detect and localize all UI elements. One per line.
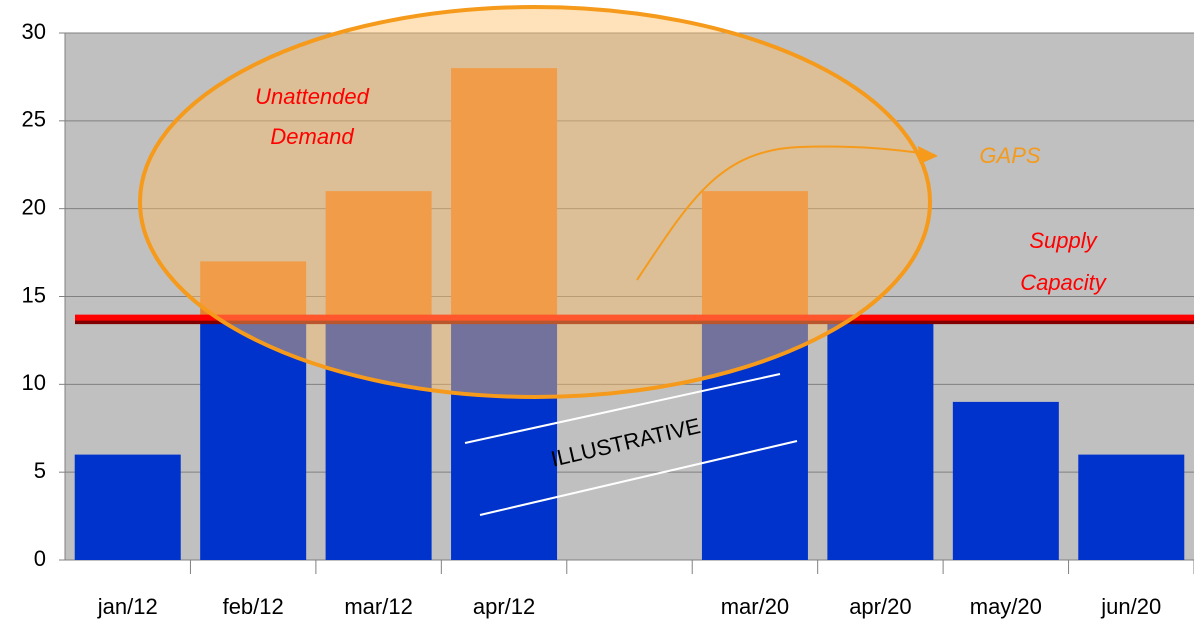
bar <box>325 191 432 318</box>
y-tick-label: 15 <box>22 282 46 307</box>
x-tick-label: mar/20 <box>721 594 789 619</box>
bar <box>952 401 1059 560</box>
y-tick-label: 0 <box>34 546 46 571</box>
gaps-arrow <box>636 145 936 281</box>
word: Demand <box>270 124 354 149</box>
word: Unattended <box>255 84 370 109</box>
gaps-label: GAPS <box>979 143 1040 168</box>
x-tick-label: may/20 <box>970 594 1042 619</box>
bar <box>451 68 558 318</box>
bar <box>200 317 307 560</box>
y-tick-label: 10 <box>22 370 46 395</box>
bar <box>325 317 432 560</box>
bar <box>1078 454 1185 560</box>
y-tick-label: 5 <box>34 458 46 483</box>
illustrative-line <box>479 440 798 516</box>
bar <box>701 191 808 318</box>
bar <box>200 261 307 318</box>
x-tick-label: feb/12 <box>223 594 284 619</box>
demand-ellipse <box>138 5 932 399</box>
bar <box>74 454 181 560</box>
x-tick-label: mar/12 <box>344 594 412 619</box>
y-tick-label: 30 <box>22 19 46 44</box>
word: Supply <box>1029 228 1098 253</box>
gaps-arrowhead <box>918 146 938 164</box>
demand-label: Unattended Demand <box>255 84 370 149</box>
x-tick-label: jan/12 <box>97 594 158 619</box>
x-tick-label: jun/20 <box>1100 594 1161 619</box>
bar <box>827 317 934 560</box>
supply-label: Supply Capacity <box>1020 228 1108 295</box>
x-tick-label: apr/20 <box>849 594 911 619</box>
word: Capacity <box>1020 270 1108 295</box>
bar <box>701 317 808 560</box>
y-tick-label: 25 <box>22 107 46 132</box>
bar <box>451 317 558 560</box>
illustrative-line <box>464 373 781 444</box>
x-tick-label: apr/12 <box>473 594 535 619</box>
y-tick-label: 20 <box>22 194 46 219</box>
